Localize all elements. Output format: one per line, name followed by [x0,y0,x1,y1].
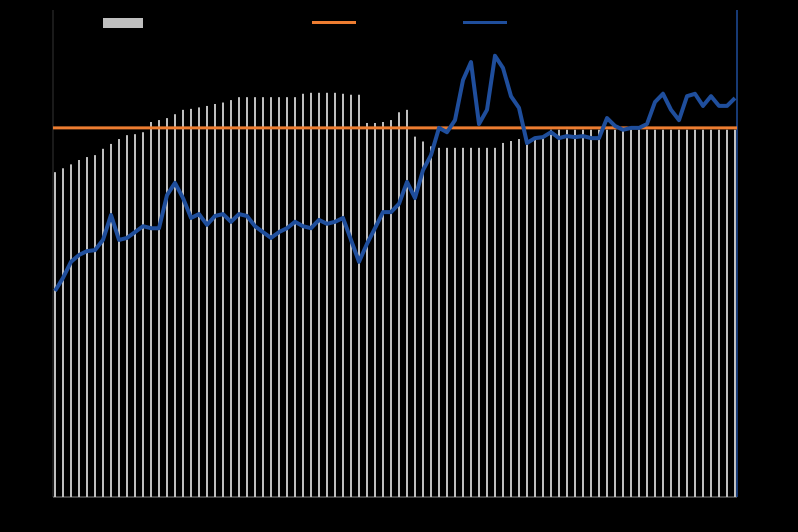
bar [278,97,280,497]
bar [646,129,648,497]
bar [558,129,560,497]
bar [566,129,568,497]
bar [638,129,640,497]
bar [590,129,592,497]
bar [102,148,104,498]
bar [134,134,136,497]
bar [406,109,408,498]
legend-swatch [312,21,356,24]
bar [686,129,688,497]
bar [718,129,720,497]
bar [158,120,160,497]
bar [94,155,96,497]
line-series [53,53,737,293]
bar [670,129,672,497]
bar [430,146,432,498]
bar [350,94,352,497]
bar [86,157,88,497]
bar [286,97,288,497]
bar [462,147,464,498]
bar [270,97,272,497]
bar [654,129,656,497]
legend-swatch [103,18,143,28]
bar [222,102,224,497]
bar [166,118,168,497]
bar [510,141,512,498]
bar [662,129,664,497]
bar [470,147,472,498]
bar [414,136,416,497]
bar [486,147,488,498]
bar [294,97,296,497]
bar [390,120,392,497]
bar [190,108,192,498]
bar [206,105,208,498]
bar [342,93,344,497]
bar [398,112,400,498]
bar [70,164,72,497]
bar [614,129,616,497]
bar [126,135,128,497]
bar [62,168,64,497]
bar [230,100,232,497]
bar [318,92,320,497]
bar [254,97,256,497]
bar [574,129,576,497]
bar [358,94,360,497]
bar [502,142,504,498]
bar [678,129,680,497]
bar [118,139,120,497]
bar [198,107,200,498]
bar [182,109,184,498]
bar [454,147,456,498]
bar [334,92,336,497]
bar [78,159,80,497]
bar [710,129,712,497]
bar [326,92,328,497]
bar [550,129,552,497]
bar [382,122,384,497]
bar [494,147,496,498]
bar [534,137,536,497]
bar [422,141,424,498]
bar [310,92,312,497]
bar [694,129,696,497]
bar [734,129,736,497]
bar [302,93,304,497]
bar [214,103,216,497]
bar [238,97,240,497]
bar [542,136,544,497]
bar [110,143,112,498]
bar [438,147,440,498]
bar [478,147,480,498]
bar [526,138,528,497]
bar [150,122,152,497]
bar [582,129,584,497]
bar [622,129,624,497]
bar [262,97,264,497]
bar [374,122,376,497]
bar [726,129,728,497]
bar [606,129,608,497]
bar [518,139,520,497]
bar [142,132,144,497]
bar [598,129,600,497]
bar [446,147,448,498]
bar [702,129,704,497]
bar [174,114,176,497]
bar [366,122,368,497]
bar [54,172,56,497]
bar [246,97,248,497]
legend-swatch [463,21,507,24]
bar [630,129,632,497]
